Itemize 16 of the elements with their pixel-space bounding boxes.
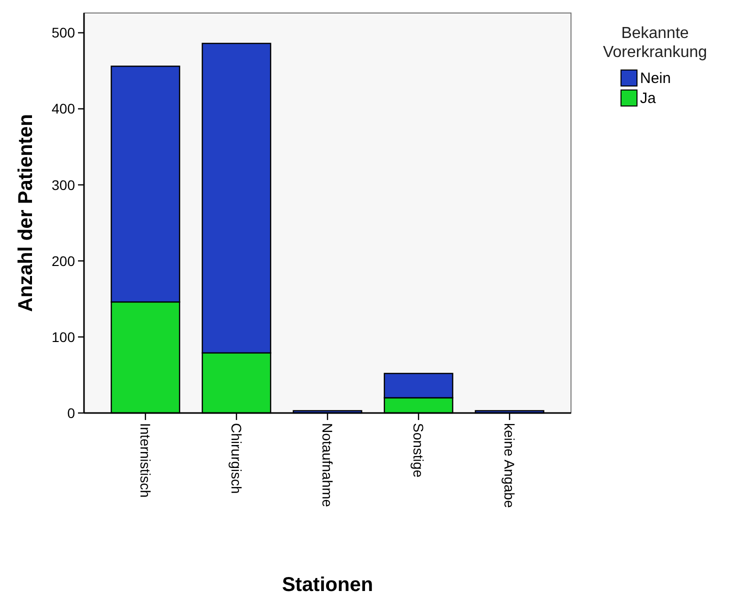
- y-tick-label: 0: [67, 404, 76, 421]
- y-tick-label: 200: [52, 252, 76, 269]
- y-axis-title: Anzahl der Patienten: [15, 114, 37, 312]
- y-tick-label: 400: [52, 100, 76, 117]
- y-tick-label: 100: [52, 328, 76, 345]
- x-axis-title: Stationen: [282, 574, 374, 596]
- y-tick-label: 300: [52, 176, 76, 193]
- x-tick-label: Chirurgisch: [228, 423, 245, 494]
- legend-label: Nein: [640, 70, 671, 87]
- x-tick-label: Sonstige: [410, 423, 427, 478]
- y-tick-label: 500: [52, 24, 76, 41]
- x-tick-label: Notaufnahme: [320, 423, 336, 508]
- x-tick-label: Internistisch: [138, 423, 154, 498]
- legend-title: Bekannte Vorerkrankung: [602, 25, 708, 61]
- legend-label: Ja: [640, 90, 656, 107]
- x-tick-label: keine Angabe: [502, 423, 518, 508]
